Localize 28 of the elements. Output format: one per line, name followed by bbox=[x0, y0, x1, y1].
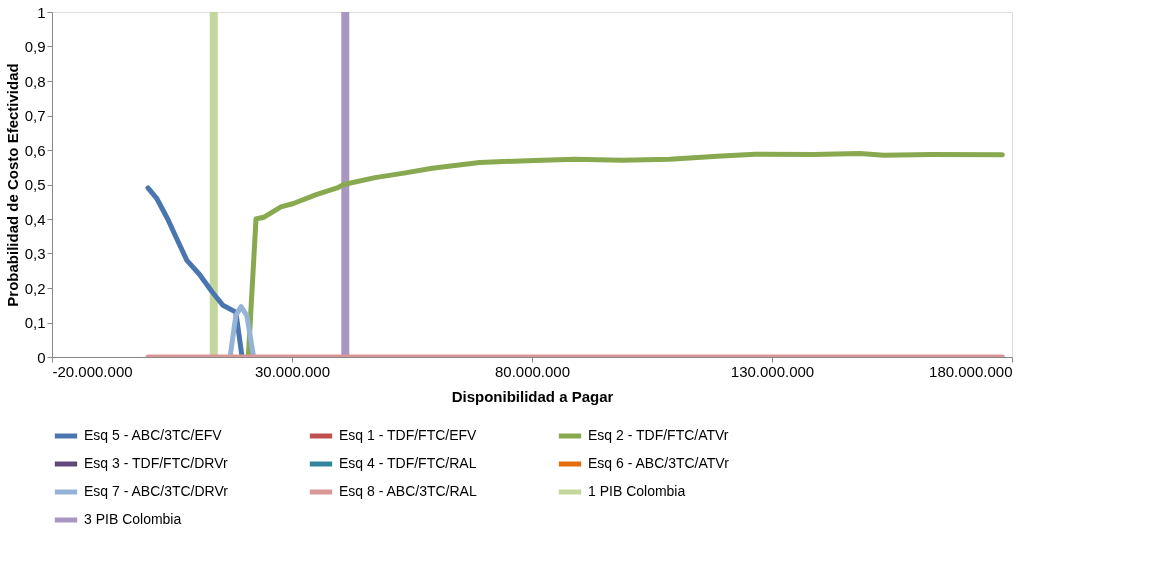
x-tick-label: 30.000.000 bbox=[254, 362, 331, 380]
y-tick-label: 0,2 bbox=[24, 279, 46, 297]
y-tick-label: 0,6 bbox=[24, 141, 46, 159]
legend-label: Esq 2 - TDF/FTC/ATVr bbox=[588, 427, 729, 443]
legend-label: 3 PIB Colombia bbox=[84, 511, 182, 527]
legend-label: Esq 1 - TDF/FTC/EFV bbox=[339, 427, 478, 443]
x-tick-label: 180.000.000 bbox=[929, 362, 1013, 380]
y-tick-label: 0,5 bbox=[24, 176, 46, 193]
legend-label: Esq 5 - ABC/3TC/EFV bbox=[84, 427, 223, 443]
x-tick-label: -20.000.000 bbox=[52, 362, 133, 380]
legend-label: 1 PIB Colombia bbox=[588, 483, 686, 499]
legend-label: Esq 7 - ABC/3TC/DRVr bbox=[84, 483, 229, 499]
x-axis-title: Disponibilidad a Pagar bbox=[451, 387, 614, 405]
x-tick-label: 130.000.000 bbox=[730, 362, 815, 380]
y-tick-label: 0,9 bbox=[24, 38, 46, 55]
x-tick-label: 80.000.000 bbox=[494, 362, 571, 380]
y-tick-label: 0,1 bbox=[24, 314, 46, 331]
legend-label: Esq 8 - ABC/3TC/RAL bbox=[339, 483, 477, 499]
y-tick-label: 0,3 bbox=[24, 245, 46, 262]
y-tick-label: 0,8 bbox=[24, 72, 46, 90]
legend-label: Esq 6 - ABC/3TC/ATVr bbox=[588, 455, 730, 471]
y-axis-title: Probabilidad de Costo Efectividad bbox=[3, 63, 21, 307]
y-tick-label: 1 bbox=[37, 3, 46, 21]
y-tick-label: 0,7 bbox=[24, 107, 46, 124]
y-tick-label: 0,4 bbox=[24, 210, 46, 228]
y-tick-label: 0 bbox=[37, 348, 46, 366]
legend-label: Esq 4 - TDF/FTC/RAL bbox=[339, 455, 477, 471]
legend-label: Esq 3 - TDF/FTC/DRVr bbox=[84, 455, 228, 471]
